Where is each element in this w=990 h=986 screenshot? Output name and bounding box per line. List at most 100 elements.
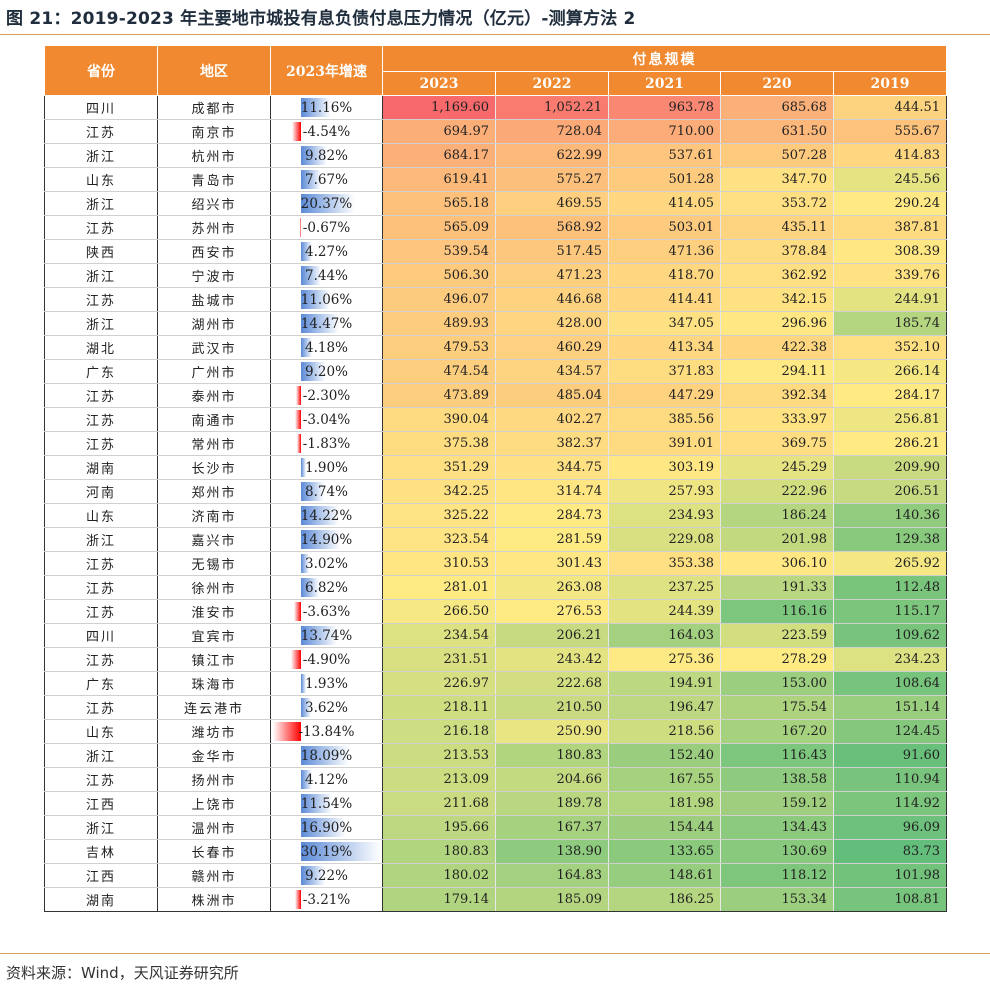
growth-negative-bar [294, 410, 301, 429]
growth-cell: 11.54% [270, 791, 383, 816]
growth-value: 3.62% [305, 700, 348, 716]
growth-positive-bar [301, 794, 332, 813]
table-row: 江苏 徐州市 6.82% 281.01 263.08 237.25 191.33 112.48 [44, 575, 947, 600]
interest-value-cell: 362.92 [720, 263, 834, 288]
city-cell: 广州市 [157, 359, 271, 384]
interest-value-cell: 390.04 [382, 407, 496, 432]
growth-value: 9.20% [305, 364, 348, 380]
interest-value-cell: 152.40 [608, 743, 721, 768]
table-row: 江苏 南京市 -4.54% 694.97 728.04 710.00 631.50 555.6… [44, 119, 947, 144]
interest-value-cell: 382.37 [495, 431, 609, 456]
province-cell: 江苏 [44, 431, 158, 456]
interest-value-cell: 446.68 [495, 287, 609, 312]
header-region: 地区 [157, 45, 271, 96]
interest-value-cell: 575.27 [495, 167, 609, 192]
interest-value-cell: 153.34 [720, 887, 834, 912]
interest-value-cell: 101.98 [833, 863, 947, 888]
interest-value-cell: 245.56 [833, 167, 947, 192]
interest-value-cell: 244.91 [833, 287, 947, 312]
interest-value-cell: 223.59 [720, 623, 834, 648]
interest-value-cell: 216.18 [382, 719, 496, 744]
interest-value-cell: 284.17 [833, 383, 947, 408]
growth-positive-bar [301, 170, 322, 189]
interest-value-cell: 116.16 [720, 599, 834, 624]
growth-positive-bar [301, 146, 328, 165]
interest-value-cell: 181.98 [608, 791, 721, 816]
province-cell: 江西 [44, 863, 158, 888]
interest-value-cell: 353.38 [608, 551, 721, 576]
province-cell: 广东 [44, 359, 158, 384]
growth-negative-bar [296, 386, 301, 405]
province-cell: 广东 [44, 671, 158, 696]
interest-value-cell: 180.83 [382, 839, 496, 864]
interest-value-cell: 413.34 [608, 335, 721, 360]
growth-value: 14.90% [300, 532, 353, 548]
interest-value-cell: 479.53 [382, 335, 496, 360]
growth-negative-bar [291, 650, 301, 669]
interest-value-cell: 284.73 [495, 503, 609, 528]
table-row: 浙江 嘉兴市 14.90% 323.54 281.59 229.08 201.98 129.3… [44, 527, 947, 552]
interest-value-cell: 281.59 [495, 527, 609, 552]
growth-cell: 4.18% [270, 335, 383, 360]
city-cell: 青岛市 [157, 167, 271, 192]
province-cell: 江苏 [44, 551, 158, 576]
interest-value-cell: 108.81 [833, 887, 947, 912]
interest-value-cell: 325.22 [382, 503, 496, 528]
city-cell: 泰州市 [157, 383, 271, 408]
interest-value-cell: 296.96 [720, 311, 834, 336]
interest-value-cell: 539.54 [382, 239, 496, 264]
growth-value: 1.93% [305, 676, 348, 692]
growth-value: 11.06% [300, 292, 353, 308]
interest-value-cell: 685.68 [720, 95, 834, 120]
interest-value-cell: 213.53 [382, 743, 496, 768]
interest-value-cell: 286.21 [833, 431, 947, 456]
interest-value-cell: 568.92 [495, 215, 609, 240]
growth-positive-bar [301, 338, 313, 357]
city-cell: 杭州市 [157, 143, 271, 168]
city-cell: 徐州市 [157, 575, 271, 600]
city-cell: 武汉市 [157, 335, 271, 360]
interest-value-cell: 196.47 [608, 695, 721, 720]
interest-value-cell: 963.78 [608, 95, 721, 120]
province-cell: 浙江 [44, 263, 158, 288]
table-row: 广东 广州市 9.20% 474.54 434.57 371.83 294.11 266.14 [44, 359, 947, 384]
province-cell: 浙江 [44, 815, 158, 840]
city-cell: 济南市 [157, 503, 271, 528]
growth-value: 4.27% [305, 244, 348, 260]
interest-value-cell: 218.56 [608, 719, 721, 744]
city-cell: 湖州市 [157, 311, 271, 336]
growth-value: 1.90% [305, 460, 348, 476]
growth-value: -4.54% [302, 124, 351, 140]
interest-value-cell: 110.94 [833, 767, 947, 792]
growth-positive-bar [301, 530, 341, 549]
city-cell: 成都市 [157, 95, 271, 120]
title-divider [0, 34, 990, 35]
interest-value-cell: 352.10 [833, 335, 947, 360]
interest-value-cell: 353.72 [720, 191, 834, 216]
interest-value-cell: 195.66 [382, 815, 496, 840]
growth-negative-bar [299, 218, 301, 237]
table-row: 广东 珠海市 1.93% 226.97 222.68 194.91 153.00 108.64 [44, 671, 947, 696]
growth-value: -4.90% [302, 652, 351, 668]
growth-value: 11.16% [300, 100, 353, 116]
interest-value-cell: 351.29 [382, 455, 496, 480]
interest-value-cell: 414.05 [608, 191, 721, 216]
interest-value-cell: 469.55 [495, 191, 609, 216]
interest-value-cell: 129.38 [833, 527, 947, 552]
city-cell: 宁波市 [157, 263, 271, 288]
interest-value-cell: 333.97 [720, 407, 834, 432]
growth-cell: -0.67% [270, 215, 383, 240]
interest-value-cell: 210.50 [495, 695, 609, 720]
province-cell: 江苏 [44, 599, 158, 624]
interest-value-cell: 414.83 [833, 143, 947, 168]
growth-positive-bar [301, 578, 320, 597]
province-cell: 江苏 [44, 647, 158, 672]
growth-value: 14.47% [300, 316, 353, 332]
interest-value-cell: 391.01 [608, 431, 721, 456]
province-cell: 浙江 [44, 527, 158, 552]
interest-value-cell: 91.60 [833, 743, 947, 768]
province-cell: 江苏 [44, 287, 158, 312]
interest-value-cell: 194.91 [608, 671, 721, 696]
growth-positive-bar [301, 770, 312, 789]
province-cell: 江苏 [44, 695, 158, 720]
